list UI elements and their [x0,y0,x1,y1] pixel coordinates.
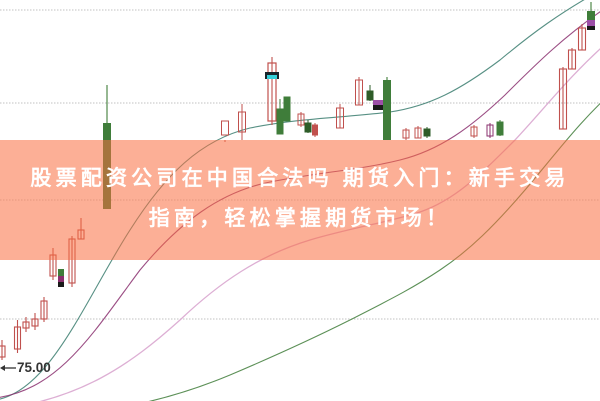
svg-text:75.00: 75.00 [17,360,51,375]
